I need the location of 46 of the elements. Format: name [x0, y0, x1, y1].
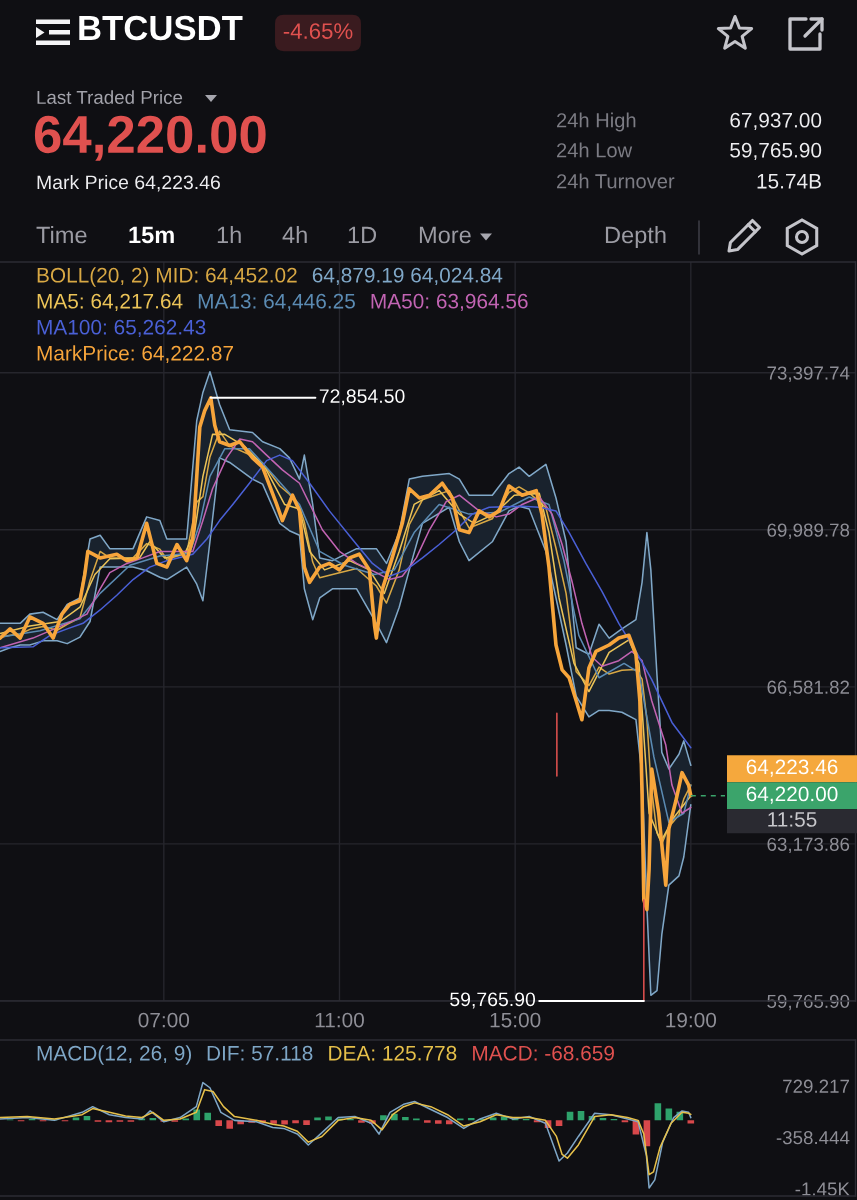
text: 24h High: [557, 112, 636, 132]
text: Time: [36, 225, 87, 244]
text: 15.74B: [757, 174, 821, 189]
text: MA50: 63,964.56: [371, 293, 528, 312]
x-tick-label: 15:00: [490, 1012, 541, 1028]
text: MA13: 64,446.25: [198, 293, 355, 312]
text: 67,937.00: [730, 112, 822, 131]
text: 24h Turnover: [557, 173, 675, 189]
y-tick-label: 73,397.74: [767, 366, 850, 382]
y-tick-label: -358.444: [776, 1131, 850, 1145]
y-tick-label: -1.45K: [795, 1182, 850, 1196]
x-tick-label: 07:00: [138, 1012, 190, 1028]
text: 59,765.90: [730, 142, 822, 161]
ref-line-label: 64,220.00: [746, 786, 838, 804]
annotation: 72,854.50: [319, 389, 405, 406]
text: 64,879.19 64,024.84: [312, 267, 503, 286]
chart-title: MACD(12, 26, 9): [37, 1045, 192, 1065]
x-tick-label: 11:00: [315, 1012, 364, 1028]
text: Mark Price 64,223.46: [37, 174, 220, 192]
y-tick-label: 59,765.90: [767, 994, 850, 1011]
y-tick-label: 66,581.82: [767, 680, 850, 697]
x-tick-label: 19:00: [666, 1012, 717, 1028]
text: 15m: [129, 226, 174, 244]
annotation: 11:55: [768, 812, 817, 827]
text: Depth: [605, 225, 666, 248]
annotation: 59,765.90: [450, 992, 536, 1009]
text: 4h: [282, 225, 307, 244]
text: MA100: 65,262.43: [37, 319, 206, 338]
series-label: MarkPrice: 64,222.87: [37, 345, 233, 364]
text: MACD: -68.659: [473, 1045, 614, 1061]
text: -4.65%: [283, 23, 353, 39]
text: BTCUSDT: [79, 15, 243, 41]
annotation: 64,223.46: [746, 759, 838, 777]
y-tick-label: 729.217: [783, 1079, 850, 1093]
text: BOLL(20, 2) MID: 64,452.02: [37, 267, 297, 287]
text: More: [419, 226, 471, 244]
text: 1h: [217, 225, 241, 244]
text: MA5: 64,217.64: [37, 293, 183, 312]
y-tick-label: 63,173.86: [767, 837, 850, 854]
text: 24h Low: [557, 142, 633, 158]
text: 1D: [348, 226, 377, 244]
series-label: DIF: 57.118: [207, 1045, 313, 1061]
text: DEA: 125.778: [329, 1045, 457, 1061]
text: Last Traded Price: [37, 90, 183, 105]
y-tick-label: 69,989.78: [767, 523, 850, 539]
text: 64,220.00: [34, 115, 266, 161]
